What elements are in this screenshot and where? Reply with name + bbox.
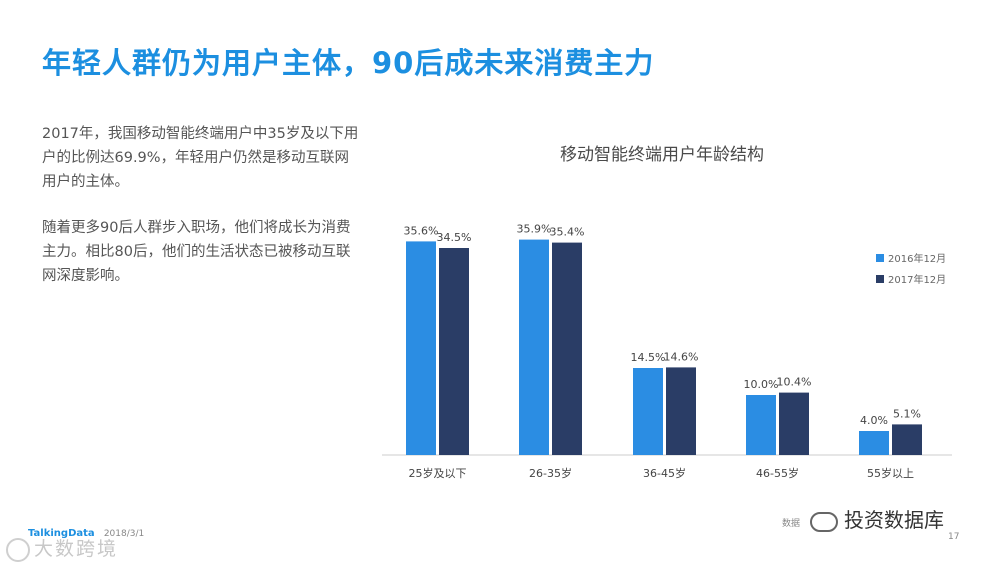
category-label-1: 26-35岁 xyxy=(529,466,572,480)
legend-swatch-2017 xyxy=(876,275,884,283)
legend-label-2016: 2016年12月 xyxy=(888,252,946,265)
category-label-0: 25岁及以下 xyxy=(409,466,467,480)
data-label-2017-4: 5.1% xyxy=(893,407,921,420)
legend-label-2017: 2017年12月 xyxy=(888,273,946,286)
bar-2016-4 xyxy=(859,431,889,455)
data-label-2016-0: 35.6% xyxy=(404,224,439,237)
data-label-2016-4: 4.0% xyxy=(860,414,888,427)
category-label-4: 55岁以上 xyxy=(867,466,914,480)
data-label-2017-2: 14.6% xyxy=(664,350,699,363)
bar-2016-1 xyxy=(519,239,549,455)
footer-brand: TalkingData 2018/3/1 xyxy=(28,528,144,539)
watermark-right: 投资数据库 xyxy=(806,504,948,533)
bar-2017-2 xyxy=(666,367,696,455)
source-note: 数据 xyxy=(782,519,801,529)
data-label-2017-3: 10.4% xyxy=(777,376,812,389)
watermark-logo-icon xyxy=(6,537,30,562)
watermark-left: 大数跨境 xyxy=(6,534,118,562)
wechat-icon xyxy=(810,511,838,532)
bar-2017-1 xyxy=(552,242,582,455)
data-label-2017-0: 34.5% xyxy=(437,231,472,244)
chart-title: 移动智能终端用户年龄结构 xyxy=(560,145,764,165)
data-label-2016-1: 35.9% xyxy=(517,223,552,236)
paragraph-age-share: 2017年，我国移动智能终端用户中35岁及以下用户的比例达69.9%，年轻用户仍… xyxy=(42,126,359,190)
slide-title: 年轻人群仍为用户主体，90后成未来消费主力 xyxy=(42,46,655,80)
bar-2017-3 xyxy=(779,392,809,455)
footer-date: 2018/3/1 xyxy=(103,529,145,539)
brand-logo: TalkingData xyxy=(28,528,95,539)
page-number: 17 xyxy=(948,532,960,542)
body-text: 2017年，我国移动智能终端用户中35岁及以下用户的比例达69.9%，年轻用户仍… xyxy=(42,122,362,310)
data-label-2017-1: 35.4% xyxy=(550,226,585,239)
bar-2016-0 xyxy=(406,241,436,455)
legend-swatch-2016 xyxy=(876,254,884,262)
bar-2017-0 xyxy=(439,248,469,455)
bar-2017-4 xyxy=(892,424,922,455)
bar-2016-2 xyxy=(633,368,663,455)
category-label-3: 46-55岁 xyxy=(756,466,799,480)
paragraph-post90s: 随着更多90后人群步入职场，他们将成长为消费主力。相比80后，他们的生活状态已被… xyxy=(42,220,351,284)
category-label-2: 36-45岁 xyxy=(643,466,686,480)
bar-2016-3 xyxy=(746,395,776,455)
data-label-2016-3: 10.0% xyxy=(744,378,779,391)
data-label-2016-2: 14.5% xyxy=(631,351,666,364)
